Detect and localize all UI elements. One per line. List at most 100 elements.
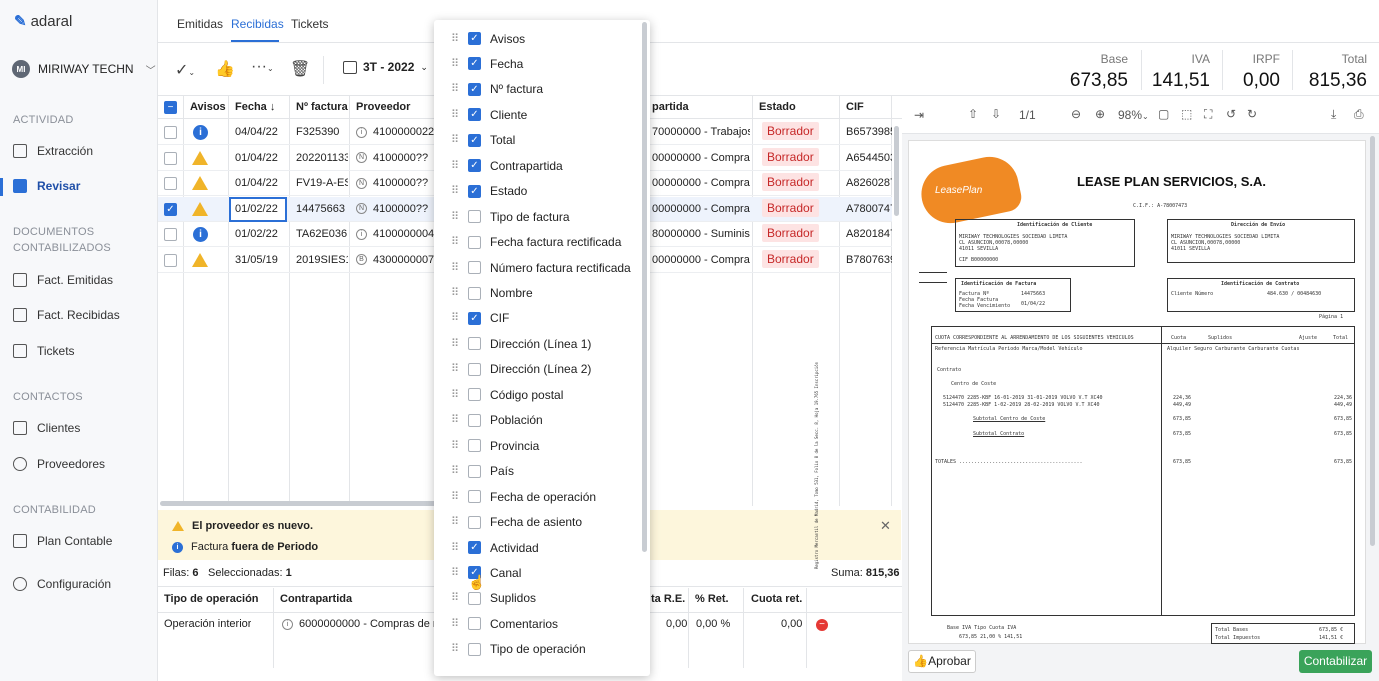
warning-icon[interactable] bbox=[192, 150, 208, 165]
column-checkbox[interactable] bbox=[468, 388, 481, 402]
check-circle-icon[interactable]: ✓⌄ bbox=[175, 62, 196, 79]
drag-handle-icon[interactable]: ⠿ bbox=[451, 210, 459, 223]
tab-emitidas[interactable]: Emitidas bbox=[177, 17, 224, 31]
column-option[interactable]: ⠿ ✓ Fecha bbox=[434, 51, 650, 76]
close-icon[interactable]: ✕ bbox=[880, 518, 891, 533]
col-estado[interactable]: Estado bbox=[759, 101, 796, 113]
drag-handle-icon[interactable]: ⠿ bbox=[451, 617, 459, 630]
thumbs-up-icon[interactable]: 👍 bbox=[215, 61, 235, 78]
drag-handle-icon[interactable]: ⠿ bbox=[451, 312, 459, 325]
drag-handle-icon[interactable]: ⠿ bbox=[451, 236, 459, 249]
column-option[interactable]: ⠿ ✓ Nº factura bbox=[434, 77, 650, 102]
column-option[interactable]: ⠿ Provincia bbox=[434, 433, 650, 458]
column-option[interactable]: ⠿ Población bbox=[434, 408, 650, 433]
column-checkbox[interactable] bbox=[468, 490, 481, 504]
cell-nf[interactable]: 2019SIES1 bbox=[296, 253, 348, 266]
cell-contra[interactable]: 80000000 - Suministr bbox=[652, 228, 750, 240]
detail-col-ret[interactable]: % Ret. bbox=[695, 593, 729, 605]
column-option[interactable]: ⠿ ✓ Total bbox=[434, 128, 650, 153]
warning-icon[interactable] bbox=[192, 176, 208, 190]
column-checkbox[interactable] bbox=[468, 617, 481, 631]
warning-icon[interactable] bbox=[192, 252, 208, 267]
page-up-icon[interactable]: ⇧ bbox=[968, 107, 979, 121]
column-checkbox[interactable] bbox=[468, 439, 481, 453]
column-checkbox[interactable] bbox=[468, 413, 481, 427]
row-checkbox[interactable] bbox=[164, 253, 177, 267]
detail-col-cuota[interactable]: Cuota ret. bbox=[751, 593, 803, 605]
column-option[interactable]: ⠿ Dirección (Línea 1) bbox=[434, 331, 650, 356]
cell-proveedor[interactable]: B 4300000007 bbox=[350, 248, 440, 273]
drag-handle-icon[interactable]: ⠿ bbox=[451, 337, 459, 350]
rotate-left-icon[interactable]: ↺ bbox=[1226, 107, 1237, 121]
cell-proveedor[interactable]: N 4100000?? bbox=[350, 146, 440, 171]
column-checkbox[interactable] bbox=[468, 337, 481, 351]
drag-handle-icon[interactable]: ⠿ bbox=[451, 439, 459, 452]
select-all-checkbox[interactable]: − bbox=[164, 101, 177, 114]
sidebar-item-plan-contable[interactable]: Plan Contable bbox=[13, 534, 112, 548]
detail-cuota[interactable]: 0,00 bbox=[781, 618, 803, 630]
column-option[interactable]: ⠿ ✓ Actividad bbox=[434, 535, 650, 560]
fit-page-icon[interactable]: ▢ bbox=[1158, 107, 1170, 121]
column-checkbox[interactable]: ✓ bbox=[468, 184, 481, 198]
column-checkbox[interactable] bbox=[468, 235, 481, 249]
cell-fecha[interactable]: 01/02/22 bbox=[229, 196, 287, 222]
download-icon[interactable]: ⤓ bbox=[1331, 107, 1337, 121]
dropdown-scrollbar[interactable] bbox=[642, 22, 647, 552]
cell-fecha[interactable]: 01/04/22 bbox=[235, 151, 278, 164]
sidebar-item-fact-emitidas[interactable]: Fact. Emitidas bbox=[13, 273, 113, 287]
info-icon[interactable]: i bbox=[193, 227, 208, 242]
drag-handle-icon[interactable]: ⠿ bbox=[451, 57, 459, 70]
column-checkbox[interactable]: ✓ bbox=[468, 57, 481, 71]
cell-contra[interactable]: 00000000 - Compras bbox=[652, 177, 750, 189]
zoom-out-icon[interactable]: ⊖ bbox=[1071, 107, 1082, 121]
col-nfactura[interactable]: Nº factura bbox=[296, 101, 348, 113]
collapse-panel-icon[interactable]: ⇥ bbox=[914, 108, 925, 122]
drag-handle-icon[interactable]: ⠿ bbox=[451, 83, 459, 96]
drag-handle-icon[interactable]: ⠿ bbox=[451, 363, 459, 376]
drag-handle-icon[interactable]: ⠿ bbox=[451, 261, 459, 274]
cell-cif[interactable]: A8260287 bbox=[846, 177, 892, 189]
column-checkbox[interactable] bbox=[468, 515, 481, 529]
warning-icon[interactable] bbox=[192, 201, 208, 216]
cell-fecha[interactable]: 01/02/22 bbox=[235, 228, 278, 240]
cell-estado[interactable]: Borrador bbox=[756, 120, 819, 145]
col-contrapartida[interactable]: partida bbox=[652, 101, 689, 113]
cell-nf[interactable]: 202201133 bbox=[296, 151, 348, 164]
drag-handle-icon[interactable]: ⠿ bbox=[451, 159, 459, 172]
detail-col-tipo[interactable]: Tipo de operación bbox=[164, 593, 259, 605]
cell-proveedor[interactable]: i 4100000004 bbox=[350, 222, 440, 247]
cell-proveedor[interactable]: i 4100000022 bbox=[350, 120, 440, 145]
drag-handle-icon[interactable]: ⠿ bbox=[451, 185, 459, 198]
cell-estado[interactable]: Borrador bbox=[756, 171, 819, 196]
cell-contra[interactable]: 00000000 - Compras bbox=[652, 151, 750, 164]
sidebar-item-clientes[interactable]: Clientes bbox=[13, 421, 80, 435]
column-checkbox[interactable] bbox=[468, 642, 481, 656]
drag-handle-icon[interactable]: ⠿ bbox=[451, 490, 459, 503]
cell-estado[interactable]: Borrador bbox=[756, 248, 819, 273]
cell-proveedor[interactable]: N 4100000?? bbox=[350, 171, 440, 196]
detail-col-re[interactable]: ta R.E. bbox=[651, 593, 686, 605]
drag-handle-icon[interactable]: ⠿ bbox=[451, 566, 459, 579]
row-checkbox[interactable]: ✓ bbox=[164, 202, 177, 216]
fullscreen-icon[interactable]: ⛶ bbox=[1204, 107, 1213, 121]
drag-handle-icon[interactable]: ⠿ bbox=[451, 592, 459, 605]
column-option[interactable]: ⠿ Código postal bbox=[434, 382, 650, 407]
column-option[interactable]: ⠿ Nombre bbox=[434, 281, 650, 306]
column-option[interactable]: ⠿ Fecha factura rectificada bbox=[434, 230, 650, 255]
cell-nf[interactable]: 14475663 bbox=[296, 202, 345, 215]
column-option[interactable]: ⠿ ✓ Contrapartida bbox=[434, 153, 650, 178]
row-checkbox[interactable] bbox=[164, 151, 177, 165]
tab-recibidas[interactable]: Recibidas bbox=[231, 17, 284, 31]
drag-handle-icon[interactable]: ⠿ bbox=[451, 388, 459, 401]
column-option[interactable]: ⠿ ✓ Avisos bbox=[434, 26, 650, 51]
zoom-in-icon[interactable]: ⊕ bbox=[1095, 107, 1106, 121]
page-down-icon[interactable]: ⇩ bbox=[991, 107, 1002, 121]
column-checkbox[interactable]: ✓ bbox=[468, 133, 481, 147]
remove-line-icon[interactable]: − bbox=[816, 619, 828, 631]
column-option[interactable]: ⠿ ✓ Estado bbox=[434, 179, 650, 204]
cell-proveedor[interactable]: N 4100000?? bbox=[350, 197, 440, 222]
column-option[interactable]: ⠿ Fecha de operación bbox=[434, 484, 650, 509]
info-icon[interactable]: i bbox=[193, 125, 208, 140]
drag-handle-icon[interactable]: ⠿ bbox=[451, 32, 459, 45]
cell-fecha[interactable]: 01/04/22 bbox=[235, 177, 278, 189]
